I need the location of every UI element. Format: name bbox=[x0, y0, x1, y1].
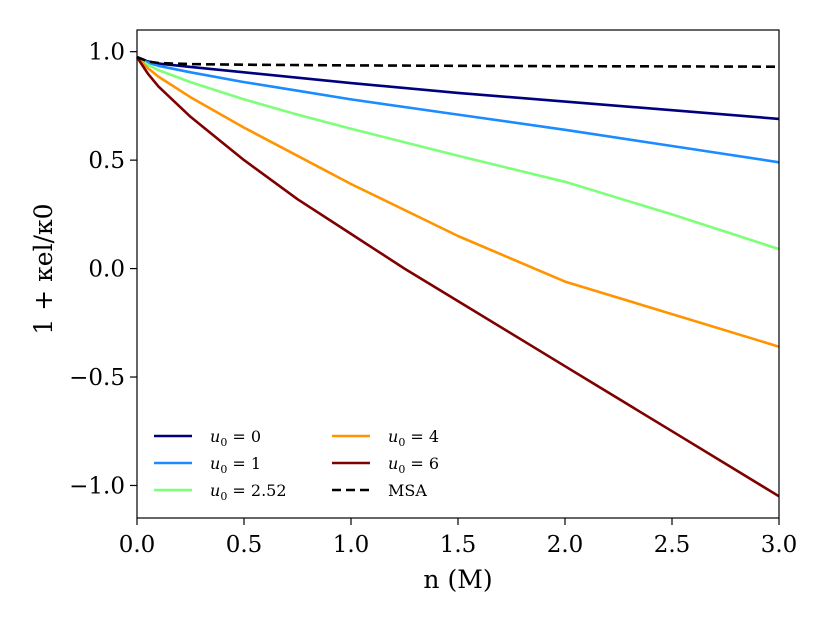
y-tick-label: 1.0 bbox=[88, 40, 125, 66]
y-tick-label: −0.5 bbox=[69, 365, 125, 391]
x-tick-label: 0.5 bbox=[226, 532, 263, 558]
y-tick-label: 0.5 bbox=[88, 148, 125, 174]
series-line-2 bbox=[136, 56, 780, 251]
y-axis-label: 1 + κel/κ0 bbox=[29, 203, 58, 334]
x-tick-label: 3.0 bbox=[761, 532, 798, 558]
axis-ticks: 0.0 0.5 1.0 1.5 2.0 2.5 3.0 1.0 0.5 0.0 −0.5 −1.0 bbox=[69, 40, 797, 558]
legend-label-3: u0 = 4 bbox=[388, 427, 439, 449]
legend-label-4: u0 = 6 bbox=[388, 454, 439, 476]
y-tick-label: −1.0 bbox=[69, 473, 125, 499]
series-line-5 bbox=[136, 55, 780, 68]
x-tick-label: 1.5 bbox=[440, 532, 477, 558]
x-tick-label: 2.0 bbox=[547, 532, 584, 558]
legend-label-0: u0 = 0 bbox=[210, 427, 261, 449]
legend: u0 = 0 u0 = 1 u0 = 2.52 u0 = 4 u0 = 6 MSA bbox=[154, 427, 439, 503]
series-line-1 bbox=[136, 55, 780, 164]
series-line-4 bbox=[135, 56, 780, 498]
x-tick-label: 0.0 bbox=[119, 532, 156, 558]
series-line-3 bbox=[136, 56, 780, 348]
x-tick-label: 1.0 bbox=[333, 532, 370, 558]
x-tick-label: 2.5 bbox=[654, 532, 691, 558]
y-tick-label: 0.0 bbox=[88, 257, 125, 283]
legend-label-2: u0 = 2.52 bbox=[210, 481, 287, 503]
x-axis-label: n (M) bbox=[423, 565, 492, 594]
legend-label-5: MSA bbox=[388, 481, 427, 500]
legend-label-1: u0 = 1 bbox=[210, 454, 261, 476]
series-lines bbox=[135, 55, 780, 498]
